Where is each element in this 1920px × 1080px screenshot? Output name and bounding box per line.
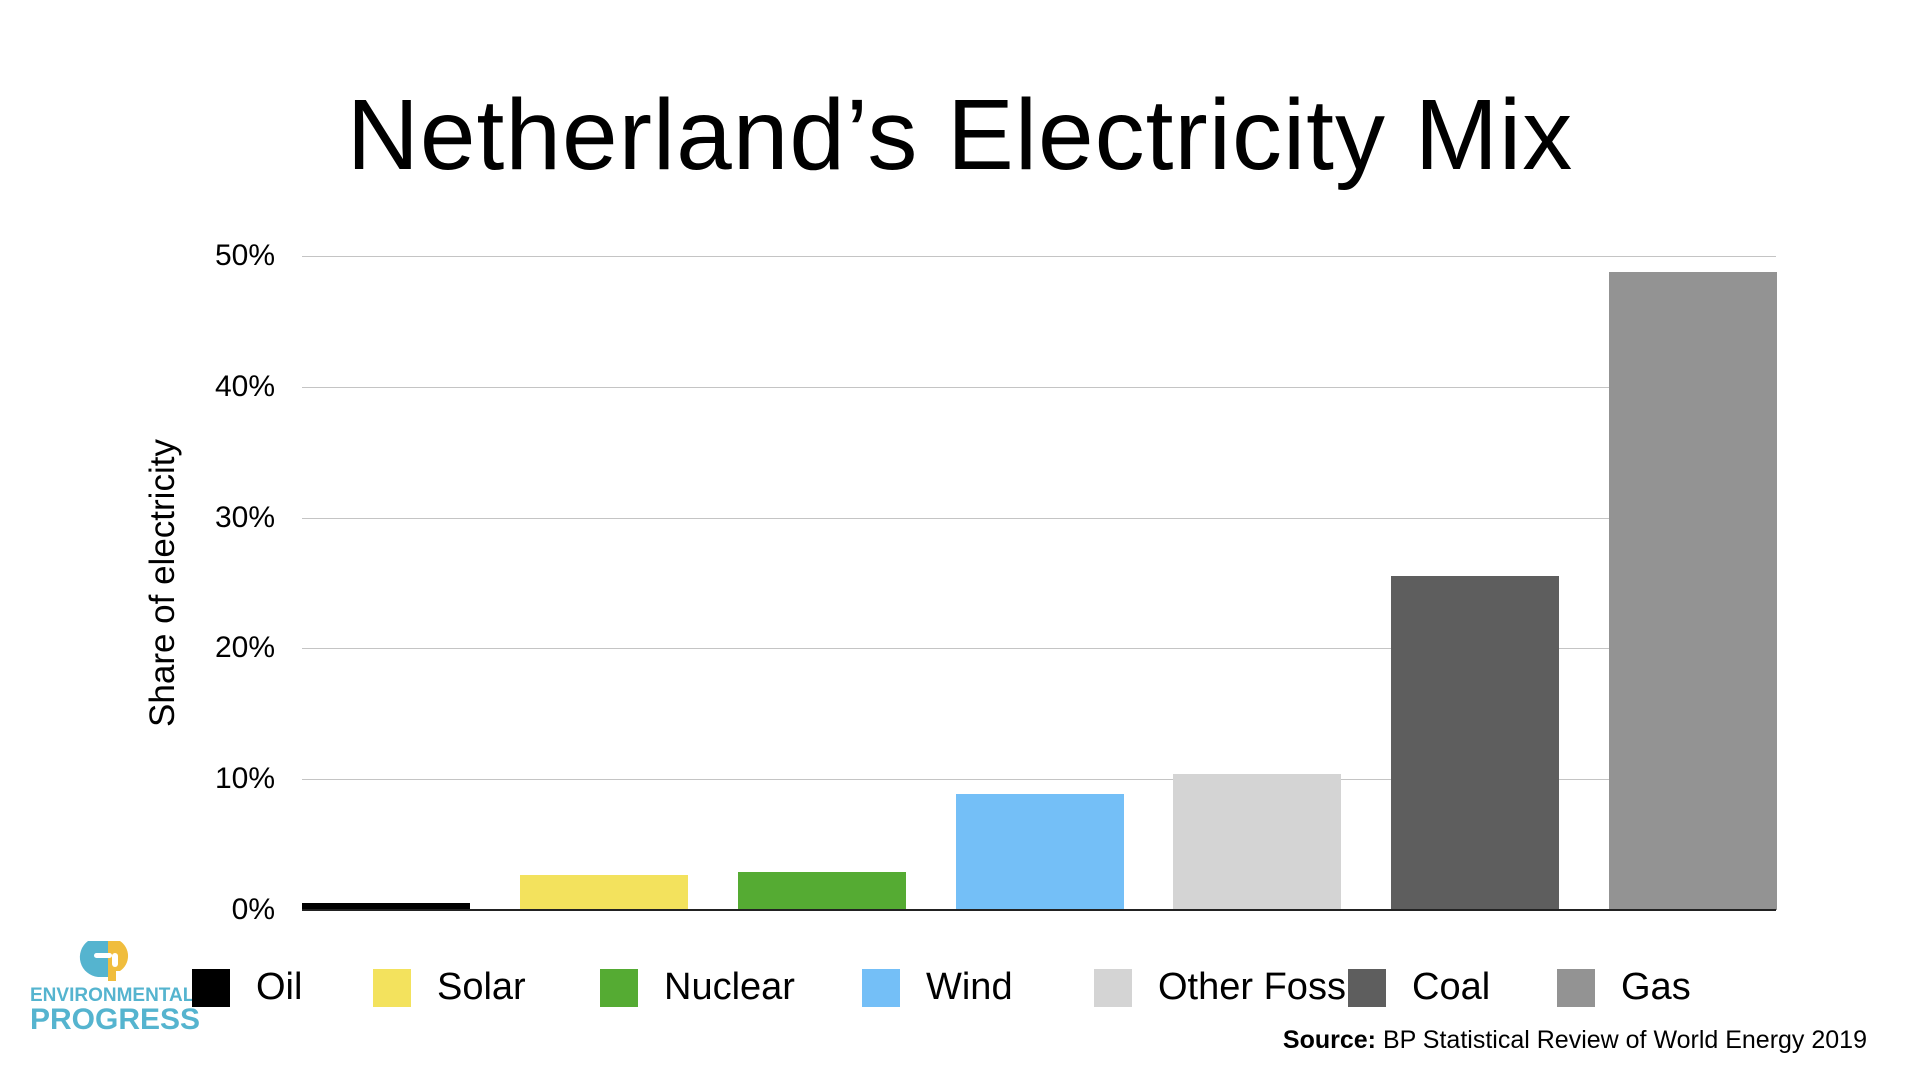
y-axis-label: Share of electricity xyxy=(143,439,182,727)
bar-oil xyxy=(302,903,470,910)
legend-swatch xyxy=(1348,968,1386,1007)
ep-logo-icon xyxy=(79,941,129,981)
legend-item-oil: Oil xyxy=(192,966,302,1009)
gridline xyxy=(302,256,1776,257)
plot-area xyxy=(302,256,1777,911)
source-note: Source: BP Statistical Review of World E… xyxy=(1283,1026,1867,1055)
environmental-progress-logo: ENVIRONMENTAL PROGRESS xyxy=(30,935,201,1036)
legend-label: Coal xyxy=(1412,966,1491,1008)
legend-label: Other Fossil xyxy=(1158,966,1363,1008)
gridline xyxy=(302,386,1776,388)
legend-item-coal: Coal xyxy=(1348,966,1490,1009)
legend-label: Nuclear xyxy=(664,966,795,1008)
legend-item-other-fossil: Other Fossil xyxy=(1094,966,1363,1009)
gridline xyxy=(302,648,1776,650)
logo-text-line1: ENVIRONMENTAL xyxy=(30,985,195,1006)
bar-gas xyxy=(1609,271,1777,910)
legend-swatch xyxy=(600,968,638,1007)
legend-swatch xyxy=(373,968,411,1007)
bar-nuclear xyxy=(738,872,906,910)
chart-title: Netherland’s Electricity Mix xyxy=(346,79,1574,191)
legend-label: Oil xyxy=(256,966,303,1008)
y-tick-label: 50% xyxy=(214,239,275,272)
gridline xyxy=(302,517,1776,519)
legend-item-nuclear: Nuclear xyxy=(600,966,795,1009)
legend-label: Gas xyxy=(1621,966,1691,1008)
x-axis-line xyxy=(302,909,1776,911)
source-text: BP Statistical Review of World Energy 20… xyxy=(1376,1026,1867,1054)
legend-swatch xyxy=(862,968,900,1007)
legend-swatch xyxy=(192,968,230,1007)
legend-item-gas: Gas xyxy=(1557,966,1691,1009)
legend-item-wind: Wind xyxy=(862,966,1013,1009)
y-tick-label: 10% xyxy=(214,762,275,796)
legend-label: Solar xyxy=(437,966,526,1008)
bar-other-fossil xyxy=(1173,773,1341,910)
gridline xyxy=(302,779,1776,781)
logo-text-line2: PROGRESS xyxy=(30,1003,201,1036)
legend-label: Wind xyxy=(926,966,1013,1008)
legend-swatch xyxy=(1557,968,1595,1007)
y-tick-label: 40% xyxy=(214,369,275,403)
y-tick-label: 20% xyxy=(214,631,275,665)
bar-wind xyxy=(956,793,1124,910)
bar-solar xyxy=(520,874,688,910)
bar-coal xyxy=(1391,576,1559,910)
y-tick-label: 30% xyxy=(214,500,275,534)
source-label: Source: xyxy=(1282,1026,1377,1054)
legend-swatch xyxy=(1094,968,1132,1007)
legend-item-solar: Solar xyxy=(373,966,526,1009)
y-tick-label: 0% xyxy=(231,893,275,926)
